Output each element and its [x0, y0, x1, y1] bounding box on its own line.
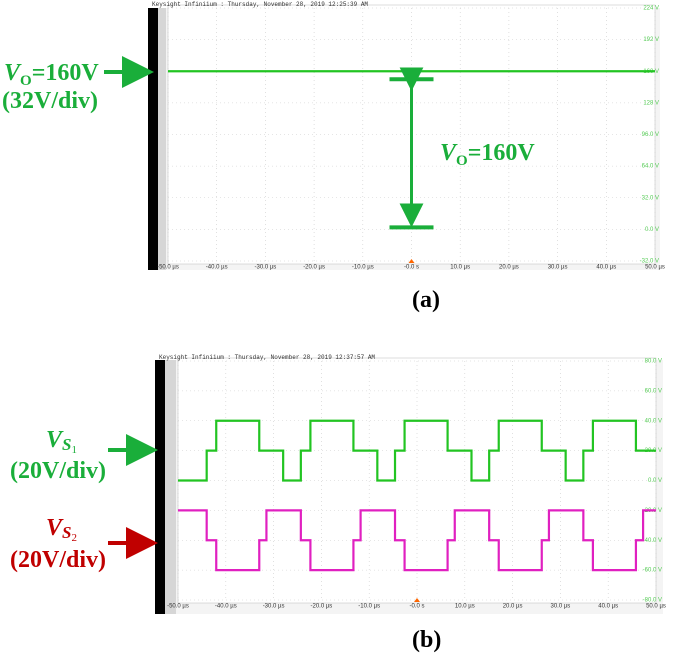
y-tick-label: 60.0 V: [645, 388, 662, 394]
y-tick-label: 224 V: [643, 6, 659, 12]
y-tick-label: 128 V: [643, 100, 659, 106]
x-tick-label: -20.0 µs: [303, 265, 325, 271]
y-tick-label: 40.0 V: [645, 418, 662, 424]
x-tick-label: 10.0 µs: [455, 604, 475, 610]
x-tick-label: 50.0 µs: [646, 604, 666, 610]
x-tick-label: -0.0 s: [404, 265, 419, 271]
y-tick-label: -40.0 V: [643, 538, 662, 544]
x-tick-label: 30.0 µs: [548, 265, 568, 271]
panel-label: (a): [412, 287, 440, 313]
y-tick-label: 192 V: [643, 37, 659, 43]
y-tick-label: 64.0 V: [642, 164, 659, 170]
label-vo: VO=160V: [4, 60, 99, 89]
label-div: (32V/div): [2, 88, 98, 114]
x-tick-label: 20.0 µs: [503, 604, 523, 610]
x-tick-label: -10.0 µs: [358, 604, 380, 610]
label-part: =160V: [468, 140, 536, 166]
x-tick-label: 40.0 µs: [598, 604, 618, 610]
scope-panel: Keysight Infiniium : Thursday, November …: [155, 354, 666, 614]
x-tick-label: -30.0 µs: [254, 265, 276, 271]
x-tick-label: 30.0 µs: [550, 604, 570, 610]
scope-header: Keysight Infiniium : Thursday, November …: [159, 354, 375, 361]
x-tick-label: -40.0 µs: [206, 265, 228, 271]
label-vs1: VS1: [46, 427, 77, 456]
gray-bar: [165, 360, 176, 614]
waveform: [178, 419, 656, 482]
x-tick-label: 50.0 µs: [645, 265, 665, 271]
trigger-marker: [408, 259, 415, 263]
x-tick-label: 10.0 µs: [450, 265, 470, 271]
black-bar: [148, 8, 158, 270]
x-tick-label: -10.0 µs: [352, 265, 374, 271]
scope-header: Keysight Infiniium : Thursday, November …: [152, 1, 368, 8]
label-div: (20V/div): [10, 547, 106, 573]
y-tick-label: 96.0 V: [642, 132, 659, 138]
label-vo-inner: VO=160V: [440, 140, 535, 169]
x-tick-label: 40.0 µs: [596, 265, 616, 271]
x-tick-label: -40.0 µs: [215, 604, 237, 610]
x-tick-label: -0.0 s: [409, 604, 424, 610]
y-tick-label: 0.0 V: [648, 478, 662, 484]
gray-bar: [158, 8, 166, 270]
y-tick-label: -60.0 V: [643, 568, 662, 574]
label-vs2: VS2: [46, 515, 77, 544]
label-part: V: [440, 140, 458, 166]
x-tick-label: -20.0 µs: [310, 604, 332, 610]
y-tick-label: 32.0 V: [642, 195, 659, 201]
label-div: (20V/div): [10, 458, 106, 484]
y-tick-label: 80.0 V: [645, 359, 662, 365]
trigger-marker: [414, 598, 420, 602]
x-tick-label: -30.0 µs: [263, 604, 285, 610]
x-tick-label: 20.0 µs: [499, 265, 519, 271]
black-bar: [155, 360, 165, 614]
y-tick-label: -80.0 V: [643, 598, 662, 604]
y-tick-label: -32.0 V: [640, 259, 659, 265]
x-tick-label: -50.0 µs: [157, 265, 179, 271]
panel-label: (b): [412, 627, 441, 653]
x-tick-label: -50.0 µs: [167, 604, 189, 610]
scope-panel: Keysight Infiniium : Thursday, November …: [148, 1, 665, 271]
waveform: [178, 509, 656, 572]
y-tick-label: 0.0 V: [645, 227, 659, 233]
label-part: O: [456, 153, 468, 169]
